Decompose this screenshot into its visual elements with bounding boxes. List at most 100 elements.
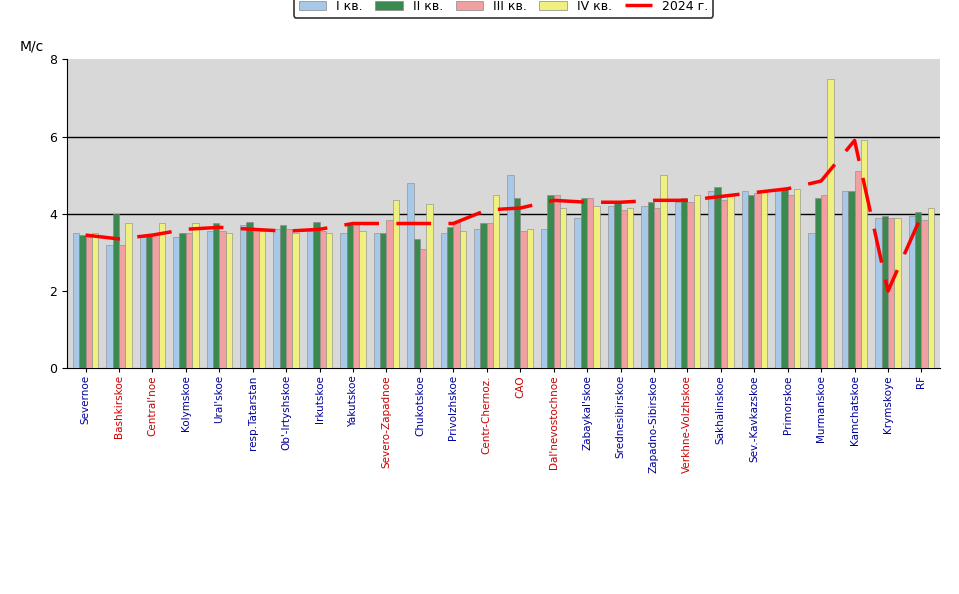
Bar — [553, 195, 560, 368]
Bar — [775, 191, 782, 368]
Bar — [714, 187, 721, 368]
Bar — [240, 226, 246, 368]
Bar — [881, 216, 888, 368]
Bar — [126, 223, 131, 368]
Bar — [848, 191, 854, 368]
Bar — [314, 222, 319, 368]
Bar — [85, 237, 92, 368]
Legend: I кв., II кв., III кв., IV кв., 2024 г.: I кв., II кв., III кв., IV кв., 2024 г. — [293, 0, 713, 18]
Bar — [760, 191, 767, 368]
Bar — [754, 192, 760, 368]
Bar — [179, 233, 186, 368]
Bar — [140, 237, 146, 368]
Bar — [447, 228, 454, 368]
Bar — [480, 223, 487, 368]
Bar — [520, 231, 526, 368]
Bar — [106, 245, 112, 368]
Bar — [541, 229, 548, 368]
Bar — [253, 229, 259, 368]
Bar — [340, 233, 346, 368]
Bar — [620, 210, 627, 368]
Bar — [112, 214, 119, 368]
Bar — [246, 222, 253, 368]
Bar — [608, 206, 614, 368]
Bar — [808, 233, 815, 368]
Bar — [842, 191, 848, 368]
Bar — [627, 208, 633, 368]
Bar — [319, 231, 326, 368]
Bar — [815, 198, 821, 368]
Bar — [159, 223, 165, 368]
Bar — [353, 222, 360, 368]
Bar — [675, 202, 681, 368]
Bar — [286, 229, 292, 368]
Bar — [647, 202, 654, 368]
Bar — [721, 200, 727, 368]
Bar — [514, 198, 520, 368]
Bar — [587, 198, 594, 368]
Bar — [454, 222, 459, 368]
Y-axis label: М/с: М/с — [20, 39, 44, 53]
Bar — [413, 239, 420, 368]
Bar — [487, 223, 493, 368]
Bar — [693, 195, 700, 368]
Bar — [119, 245, 126, 368]
Bar — [92, 233, 98, 368]
Bar — [861, 141, 867, 368]
Bar — [393, 200, 399, 368]
Bar — [922, 220, 927, 368]
Bar — [909, 216, 915, 368]
Bar — [225, 233, 232, 368]
Bar — [459, 231, 466, 368]
Bar — [493, 195, 500, 368]
Bar — [581, 198, 587, 368]
Bar — [152, 235, 159, 368]
Bar — [828, 79, 833, 368]
Bar — [507, 175, 514, 368]
Bar — [681, 198, 688, 368]
Bar — [360, 231, 365, 368]
Bar — [708, 191, 714, 368]
Bar — [574, 218, 581, 368]
Bar — [374, 233, 380, 368]
Bar — [787, 195, 794, 368]
Bar — [280, 226, 286, 368]
Bar — [192, 223, 199, 368]
Bar — [474, 229, 480, 368]
Bar — [854, 172, 861, 368]
Bar — [654, 208, 661, 368]
Bar — [292, 233, 299, 368]
Bar — [876, 218, 881, 368]
Bar — [782, 189, 787, 368]
Bar — [273, 229, 280, 368]
Bar — [661, 175, 667, 368]
Bar — [748, 195, 754, 368]
Bar — [420, 248, 426, 368]
Bar — [174, 237, 179, 368]
Bar — [186, 233, 192, 368]
Bar — [915, 212, 922, 368]
Bar — [821, 195, 828, 368]
Bar — [727, 195, 734, 368]
Bar — [888, 218, 895, 368]
Bar — [642, 206, 647, 368]
Bar — [548, 195, 553, 368]
Bar — [80, 235, 85, 368]
Bar — [895, 218, 901, 368]
Bar — [927, 208, 934, 368]
Bar — [440, 233, 447, 368]
Bar — [526, 229, 533, 368]
Bar — [380, 233, 386, 368]
Bar — [73, 233, 80, 368]
Bar — [259, 231, 266, 368]
Bar — [688, 202, 693, 368]
Bar — [307, 231, 314, 368]
Bar — [794, 189, 801, 368]
Bar — [213, 223, 220, 368]
Bar — [326, 233, 332, 368]
Bar — [206, 231, 213, 368]
Bar — [594, 206, 599, 368]
Bar — [560, 208, 567, 368]
Bar — [346, 223, 353, 368]
Bar — [741, 191, 748, 368]
